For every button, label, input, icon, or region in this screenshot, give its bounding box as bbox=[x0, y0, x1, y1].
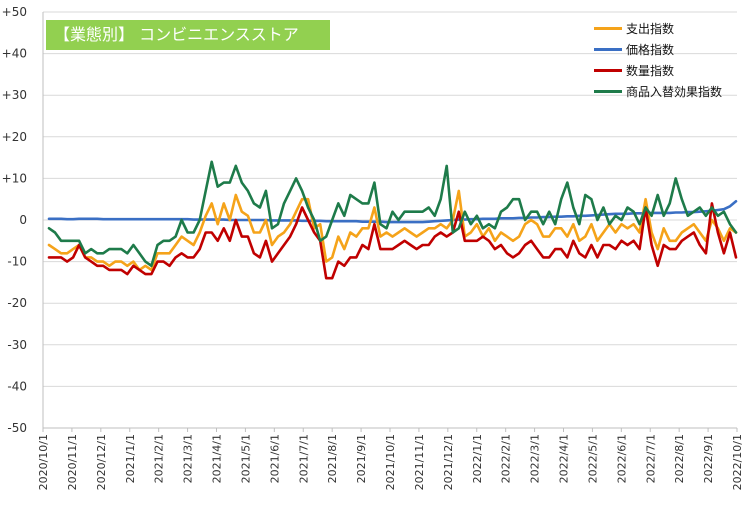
x-tick-label: 2021/3/1 bbox=[182, 434, 195, 483]
y-tick-label: +20 bbox=[2, 130, 27, 144]
y-tick-label: 0 bbox=[19, 213, 27, 227]
x-tick-label: 2022/6/1 bbox=[615, 434, 628, 483]
x-tick-label: 2021/8/1 bbox=[326, 434, 339, 483]
x-tick-label: 2021/6/1 bbox=[268, 434, 281, 483]
x-tick-label: 2020/12/1 bbox=[95, 434, 108, 490]
x-tick-label: 2022/5/1 bbox=[586, 434, 599, 483]
legend-swatch-replacement bbox=[594, 90, 622, 93]
series-line-spending bbox=[47, 189, 738, 272]
x-tick-label: 2021/4/1 bbox=[211, 434, 224, 483]
y-tick-label: +50 bbox=[2, 5, 27, 19]
x-tick-label: 2021/10/1 bbox=[384, 434, 397, 490]
x-tick-label: 2021/1/1 bbox=[124, 434, 137, 483]
x-tick-label: 2022/3/1 bbox=[529, 434, 542, 483]
x-tick-label: 2021/7/1 bbox=[297, 434, 310, 483]
x-tick-label: 2020/10/1 bbox=[37, 434, 50, 490]
y-tick-label: -10 bbox=[7, 255, 27, 269]
x-tick-label: 2021/12/1 bbox=[442, 434, 455, 490]
legend-label-replacement: 商品入替効果指数 bbox=[626, 85, 723, 99]
legend-swatch-price bbox=[594, 48, 622, 51]
y-tick-label: -40 bbox=[7, 379, 27, 393]
y-tick-label: +40 bbox=[2, 47, 27, 61]
x-tick-label: 2022/8/1 bbox=[673, 434, 686, 483]
x-tick-label: 2022/4/1 bbox=[558, 434, 571, 483]
legend-swatch-spending bbox=[594, 27, 622, 30]
legend-label-quantity: 数量指数 bbox=[626, 64, 675, 78]
x-tick-label: 2020/11/1 bbox=[66, 434, 79, 490]
y-tick-label: -50 bbox=[7, 421, 27, 435]
x-tick-label: 2021/11/1 bbox=[413, 434, 426, 490]
legend-label-spending: 支出指数 bbox=[626, 22, 675, 36]
y-tick-label: +30 bbox=[2, 88, 27, 102]
x-tick-label: 2022/7/1 bbox=[644, 434, 657, 483]
x-tick-label: 2022/10/1 bbox=[731, 434, 742, 490]
x-tick-label: 2022/9/1 bbox=[702, 434, 715, 483]
legend-swatch-quantity bbox=[594, 69, 622, 72]
y-tick-label: -20 bbox=[7, 296, 27, 310]
x-tick-label: 2021/9/1 bbox=[355, 434, 368, 483]
chart-title: 【業態別】 コンビニエンスストア bbox=[46, 20, 330, 50]
y-tick-label: +10 bbox=[2, 171, 27, 185]
x-tick-label: 2022/1/1 bbox=[471, 434, 484, 483]
series-line-price bbox=[47, 200, 738, 224]
x-tick-label: 2021/5/1 bbox=[239, 434, 252, 483]
series-line-replacement bbox=[47, 160, 738, 268]
legend-label-price: 価格指数 bbox=[626, 43, 675, 57]
series-line-quantity bbox=[47, 202, 738, 280]
x-tick-label: 2022/2/1 bbox=[500, 434, 513, 483]
y-tick-label: -30 bbox=[7, 338, 27, 352]
x-tick-label: 2021/2/1 bbox=[153, 434, 166, 483]
